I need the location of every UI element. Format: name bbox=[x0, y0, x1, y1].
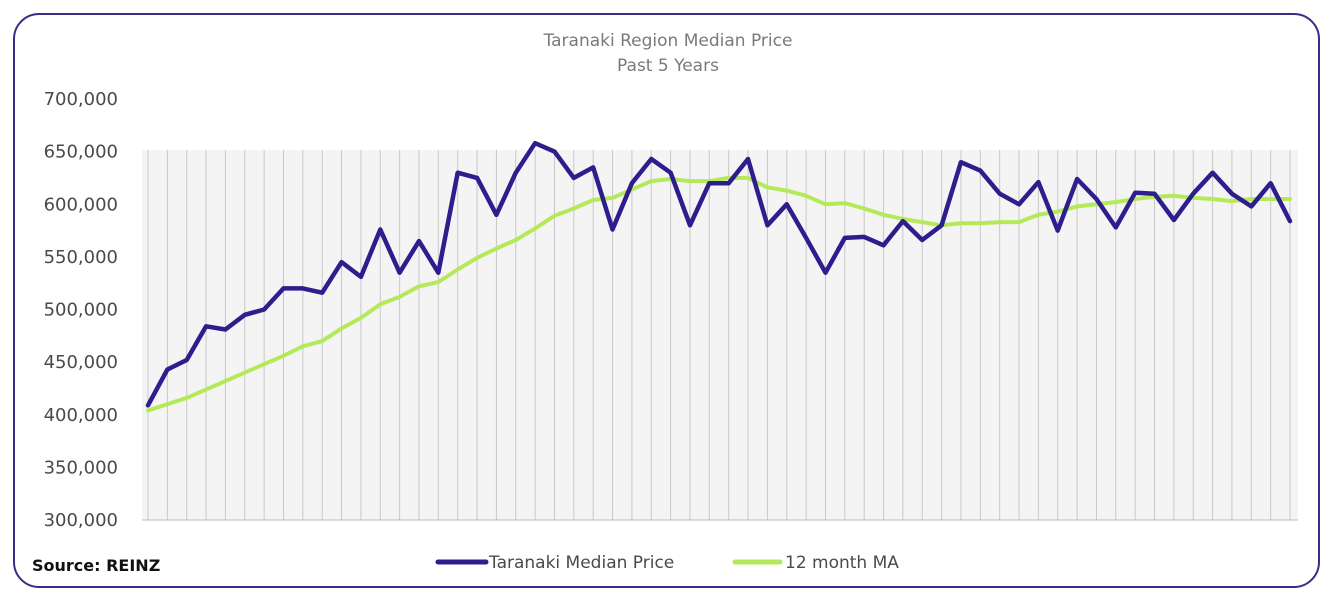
series-line-median bbox=[145, 140, 1293, 408]
y-tick-label-4: 500,000 bbox=[44, 300, 118, 321]
legend-label-median: Taranaki Median Price bbox=[488, 553, 674, 573]
y-axis: 300,000 350,000 400,000 450,000 500,000 550,0… bbox=[44, 89, 118, 531]
chart-subtitle: Past 5 Years bbox=[617, 56, 719, 76]
y-tick-label-3: 450,000 bbox=[44, 352, 118, 373]
y-tick-label-1: 350,000 bbox=[44, 457, 118, 478]
series-group bbox=[145, 140, 1293, 413]
gridlines bbox=[147, 150, 1291, 520]
y-tick-label-7: 650,000 bbox=[44, 142, 118, 163]
legend: Taranaki Median Price 12 month MA bbox=[435, 553, 899, 573]
chart-title: Taranaki Region Median Price bbox=[543, 31, 793, 51]
y-tick-label-6: 600,000 bbox=[44, 194, 118, 215]
source-note: Source: REINZ bbox=[32, 556, 161, 575]
legend-label-ma: 12 month MA bbox=[785, 553, 899, 573]
y-tick-label-2: 400,000 bbox=[44, 405, 118, 426]
plot-background bbox=[142, 150, 1298, 520]
y-tick-label-8: 700,000 bbox=[44, 89, 118, 110]
y-tick-label-0: 300,000 bbox=[44, 510, 118, 531]
y-tick-label-5: 550,000 bbox=[44, 247, 118, 268]
